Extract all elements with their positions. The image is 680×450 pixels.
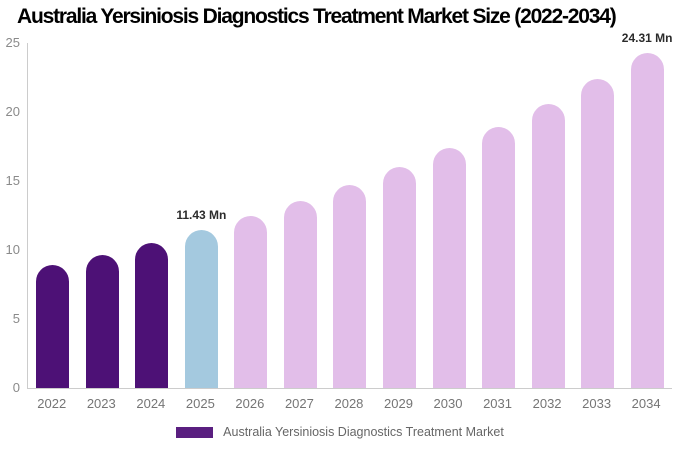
x-axis-label-2031: 2031: [483, 396, 512, 411]
y-axis-tick-label: 20: [5, 104, 20, 119]
x-axis-label-2028: 2028: [334, 396, 364, 411]
bar-slot-2022: [28, 265, 78, 388]
bar-2027: [283, 201, 317, 388]
bar-slot-2023: [78, 254, 128, 388]
bar-2024: [135, 242, 169, 388]
bar-2033: [581, 79, 615, 388]
x-axis-labels: 2022 2023 2024 2025 2026 2027 2028 2029 2030 2031…: [27, 396, 671, 411]
bar-value-label-2034: 24.31 Mn: [621, 30, 673, 45]
x-axis-label-2022: 2022: [37, 396, 67, 411]
bar-slot-2027: [276, 201, 326, 388]
x-axis-label-2030: 2030: [433, 396, 463, 411]
bar-2028: [333, 185, 367, 388]
bar-2030: [432, 148, 466, 388]
bars: 11.43 Mn 24.31 Mn: [28, 31, 672, 388]
bar-2025: 11.43 Mn: [176, 208, 226, 388]
x-axis-label-2024: 2024: [136, 396, 166, 411]
bar-slot-2025: 11.43 Mn: [176, 208, 226, 388]
bar-value-label-2025: 11.43 Mn: [176, 208, 227, 223]
chart-title: Australia Yersiniosis Diagnostics Treatm…: [17, 5, 617, 28]
bar-slot-2028: [325, 185, 375, 388]
bar-2022: [36, 265, 70, 388]
legend-swatch: [176, 426, 214, 438]
x-axis-label-2025: 2025: [185, 396, 215, 411]
bar-2029: [382, 167, 416, 388]
bar-slot-2033: [573, 79, 623, 388]
bar-2032: [531, 104, 565, 388]
bar-2023: [85, 254, 119, 388]
legend-label: Australia Yersiniosis Diagnostics Treatm…: [223, 425, 504, 439]
x-axis-label-2032: 2032: [532, 396, 562, 411]
x-axis-label-2023: 2023: [86, 396, 116, 411]
y-axis-tick-label: 0: [12, 380, 20, 395]
y-axis-tick-label: 10: [5, 242, 20, 257]
y-axis-tick-label: 5: [12, 311, 20, 326]
y-axis-tick-label: 25: [5, 35, 20, 50]
x-axis-label-2034: 2034: [631, 396, 661, 411]
bar-slot-2034: 24.31 Mn: [622, 31, 672, 388]
bar-slot-2032: [523, 104, 573, 388]
x-axis-label-2029: 2029: [384, 396, 413, 411]
bar-slot-2031: [474, 127, 524, 388]
bar-slot-2030: [424, 148, 474, 388]
y-axis-tick-label: 15: [5, 173, 20, 188]
bar-slot-2026: [226, 216, 276, 388]
legend: Australia Yersiniosis Diagnostics Treatm…: [0, 425, 680, 439]
x-axis-label-2027: 2027: [284, 396, 314, 411]
x-axis-label-2033: 2033: [582, 396, 612, 411]
bar-slot-2024: [127, 242, 177, 388]
bar-slot-2029: [375, 167, 425, 388]
bar-2031: [482, 127, 516, 388]
x-axis-label-2026: 2026: [235, 396, 265, 411]
plot-area: 11.43 Mn 24.31 Mn: [27, 31, 672, 389]
bar-2026: [234, 216, 268, 388]
bar-2034: 24.31 Mn: [622, 31, 672, 388]
